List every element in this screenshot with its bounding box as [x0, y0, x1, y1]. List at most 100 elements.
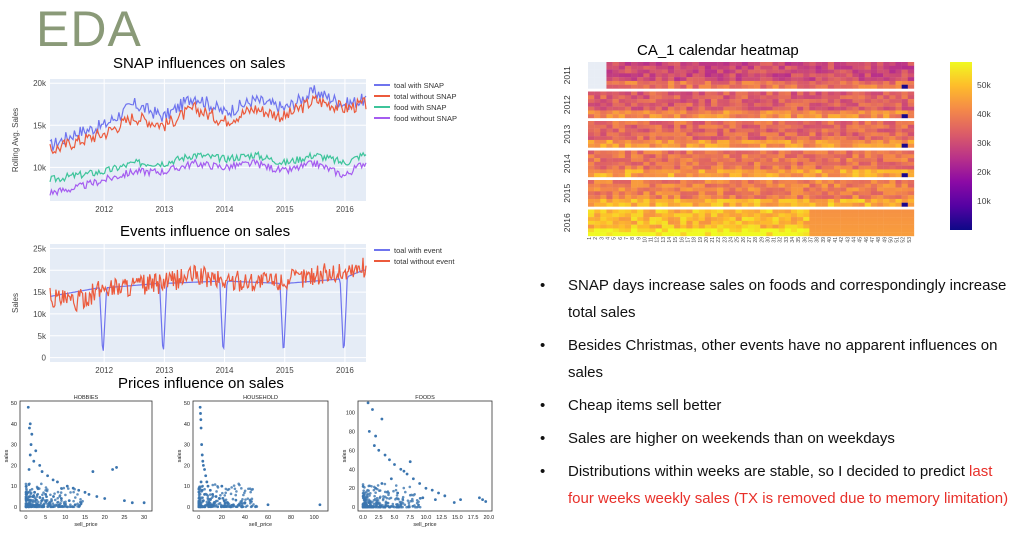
heatmap-cell — [766, 187, 773, 192]
heatmap-cell — [686, 158, 693, 163]
heatmap-cell — [852, 224, 859, 229]
heatmap-cell — [803, 180, 810, 184]
heatmap-cell — [600, 139, 607, 144]
heatmap-cell — [643, 80, 650, 85]
heatmap-cell — [895, 183, 902, 188]
heatmap-cell — [667, 77, 675, 82]
heatmap-cell — [883, 224, 890, 229]
week-tick-label: 3 — [599, 237, 605, 240]
x-tick-label: 60 — [265, 515, 271, 521]
heatmap-cell — [790, 80, 798, 85]
scatter-point — [362, 489, 365, 493]
heatmap-cell — [618, 139, 626, 144]
heatmap-cell — [618, 73, 626, 78]
heatmap-cell — [877, 187, 884, 192]
heatmap-cell — [797, 110, 804, 115]
scatter-point — [411, 505, 415, 508]
heatmap-cell — [895, 65, 902, 70]
scatter-point — [374, 434, 378, 438]
heatmap-cell — [680, 62, 687, 66]
heatmap-cell — [735, 154, 742, 159]
week-tick-label: 8 — [630, 237, 636, 240]
heatmap-cell — [723, 232, 730, 237]
heatmap-cell — [667, 213, 675, 218]
scatter-point — [24, 496, 28, 500]
heatmap-cell — [667, 161, 675, 166]
heatmap-cell — [784, 187, 792, 192]
heatmap-cell — [661, 150, 669, 155]
scatter-point — [367, 505, 371, 509]
heatmap-cell — [692, 224, 699, 229]
heatmap-cell — [864, 80, 872, 85]
heatmap-cell — [661, 128, 669, 133]
heatmap-cell — [834, 99, 841, 104]
heatmap-cell — [649, 102, 656, 107]
heatmap-cell — [741, 106, 749, 111]
heatmap-cell — [655, 169, 662, 174]
heatmap-cell — [889, 165, 896, 170]
heatmap-cell — [704, 173, 712, 178]
heatmap-cell — [704, 121, 712, 125]
heatmap-cell — [717, 220, 724, 225]
heatmap-cell — [741, 128, 749, 133]
heatmap-cell — [674, 84, 681, 89]
heatmap-cell — [680, 191, 687, 196]
heatmap-cell — [661, 102, 669, 107]
heatmap-cell — [717, 110, 724, 115]
heatmap-cell — [864, 202, 872, 207]
heatmap-cell — [729, 77, 736, 82]
heatmap-cell — [600, 161, 607, 166]
scatter-point — [240, 505, 244, 509]
heatmap-cell — [883, 150, 890, 155]
scatter-point — [365, 495, 369, 498]
heatmap-cell — [877, 136, 884, 141]
heatmap-cell — [840, 106, 847, 111]
heatmap-cell — [840, 102, 847, 107]
week-tick-label: 19 — [698, 237, 704, 243]
heatmap-cell — [686, 80, 693, 85]
heatmap-cell — [883, 165, 890, 170]
heatmap-cell — [637, 180, 644, 184]
heatmap-cell — [655, 106, 662, 111]
heatmap-cell — [624, 228, 632, 233]
heatmap-cell — [686, 202, 693, 207]
heatmap-cell — [864, 217, 872, 222]
heatmap-cell — [907, 165, 915, 170]
heatmap-cell — [895, 110, 902, 115]
heatmap-cell — [778, 73, 785, 78]
scatter-point — [44, 492, 48, 496]
heatmap-cell — [790, 217, 798, 222]
heatmap-cell — [901, 143, 908, 148]
heatmap-cell — [803, 80, 810, 85]
heatmap-cell — [588, 198, 595, 203]
heatmap-cell — [747, 180, 755, 184]
heatmap-cell — [692, 124, 699, 129]
heatmap-cell — [588, 220, 595, 225]
heatmap-cell — [790, 121, 798, 125]
heatmap-cell — [790, 99, 798, 104]
heatmap-cell — [803, 183, 810, 188]
heatmap-cell — [907, 102, 915, 107]
heatmap-cell — [618, 217, 626, 222]
heatmap-cell — [840, 91, 847, 96]
heatmap-cell — [797, 95, 804, 100]
heatmap-cell — [864, 198, 872, 203]
heatmap-cell — [717, 91, 724, 96]
scatter-point — [46, 505, 50, 508]
heatmap-cell — [594, 124, 601, 129]
heatmap-cell — [907, 169, 915, 174]
heatmap-cell — [612, 69, 619, 74]
heatmap-cell — [729, 224, 736, 229]
heatmap-cell — [655, 65, 662, 70]
heatmap-cell — [741, 187, 749, 192]
heatmap-cell — [698, 69, 706, 74]
heatmap-cell — [877, 224, 884, 229]
heatmap-cell — [711, 62, 718, 66]
heatmap-cell — [698, 106, 706, 111]
heatmap-cell — [901, 99, 908, 104]
scatter-point — [241, 502, 245, 505]
scatter-point — [40, 499, 44, 503]
heatmap-cell — [877, 69, 884, 74]
scatter-point — [229, 492, 233, 496]
heatmap-cell — [907, 91, 915, 96]
